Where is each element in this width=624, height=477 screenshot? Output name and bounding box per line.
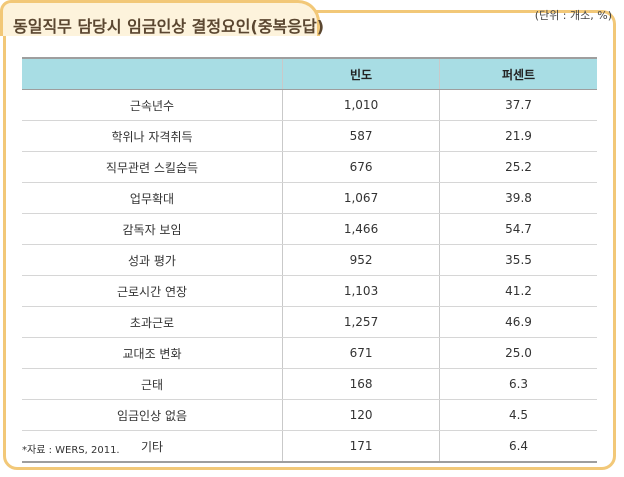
row-percent: 6.4 xyxy=(439,430,597,463)
table-row: 근태 168 6.3 xyxy=(22,368,597,400)
row-category: 초과근로 xyxy=(22,306,283,338)
row-category: 근로시간 연장 xyxy=(22,275,283,307)
row-percent: 35.5 xyxy=(439,244,597,276)
table-row: 초과근로 1,257 46.9 xyxy=(22,306,597,338)
table-row: 성과 평가 952 35.5 xyxy=(22,244,597,276)
row-frequency: 171 xyxy=(281,430,440,463)
table-row: 감독자 보임 1,466 54.7 xyxy=(22,213,597,245)
header-percent: 퍼센트 xyxy=(439,57,597,90)
row-category: 임금인상 없음 xyxy=(22,399,283,431)
row-category: 직무관련 스킬습득 xyxy=(22,151,283,183)
row-category: 기타 xyxy=(22,430,283,463)
table-row: 교대조 변화 671 25.0 xyxy=(22,337,597,369)
row-frequency: 952 xyxy=(281,244,440,276)
row-percent: 39.8 xyxy=(439,182,597,214)
table-row: 직무관련 스킬습득 676 25.2 xyxy=(22,151,597,183)
row-frequency: 1,103 xyxy=(281,275,440,307)
table-row: 업무확대 1,067 39.8 xyxy=(22,182,597,214)
title-tab: 동일직무 담당시 임금인상 결정요인(중복응답) xyxy=(0,0,324,36)
row-percent: 37.7 xyxy=(439,89,597,121)
row-category: 성과 평가 xyxy=(22,244,283,276)
row-percent: 4.5 xyxy=(439,399,597,431)
table-row: 학위나 자격취득 587 21.9 xyxy=(22,120,597,152)
row-category: 교대조 변화 xyxy=(22,337,283,369)
row-percent: 54.7 xyxy=(439,213,597,245)
row-category: 근태 xyxy=(22,368,283,400)
unit-note: (단위 : 개소, %) xyxy=(534,9,612,22)
row-frequency: 168 xyxy=(281,368,440,400)
table-header-row: 빈도 퍼센트 xyxy=(22,57,597,90)
row-percent: 6.3 xyxy=(439,368,597,400)
row-frequency: 1,257 xyxy=(281,306,440,338)
row-percent: 21.9 xyxy=(439,120,597,152)
row-frequency: 671 xyxy=(281,337,440,369)
row-category: 근속년수 xyxy=(22,89,283,121)
row-category: 감독자 보임 xyxy=(22,213,283,245)
table-row: 임금인상 없음 120 4.5 xyxy=(22,399,597,431)
row-frequency: 1,466 xyxy=(281,213,440,245)
row-frequency: 1,067 xyxy=(281,182,440,214)
row-category: 학위나 자격취득 xyxy=(22,120,283,152)
data-table: 빈도 퍼센트 근속년수 1,010 37.7 학위나 자격취득 587 21.9 직무관련 … xyxy=(22,57,597,463)
row-frequency: 1,010 xyxy=(281,89,440,121)
header-frequency: 빈도 xyxy=(281,57,440,90)
row-percent: 25.0 xyxy=(439,337,597,369)
table-title: 동일직무 담당시 임금인상 결정요인(중복응답) xyxy=(13,17,325,36)
row-percent: 25.2 xyxy=(439,151,597,183)
header-category xyxy=(22,57,283,90)
row-percent: 46.9 xyxy=(439,306,597,338)
source-note: *자료 : WERS, 2011. xyxy=(22,445,120,456)
table-row: 기타 171 6.4 xyxy=(22,430,597,463)
table-row: 근속년수 1,010 37.7 xyxy=(22,89,597,121)
row-percent: 41.2 xyxy=(439,275,597,307)
row-frequency: 120 xyxy=(281,399,440,431)
table-row: 근로시간 연장 1,103 41.2 xyxy=(22,275,597,307)
row-frequency: 587 xyxy=(281,120,440,152)
row-category: 업무확대 xyxy=(22,182,283,214)
row-frequency: 676 xyxy=(281,151,440,183)
